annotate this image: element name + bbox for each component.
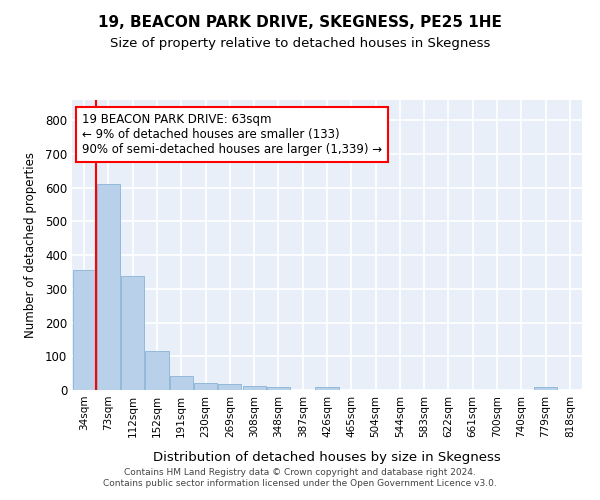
- Text: Size of property relative to detached houses in Skegness: Size of property relative to detached ho…: [110, 38, 490, 51]
- Bar: [267, 388, 290, 390]
- X-axis label: Distribution of detached houses by size in Skegness: Distribution of detached houses by size …: [153, 451, 501, 464]
- Bar: [242, 386, 266, 390]
- Y-axis label: Number of detached properties: Number of detached properties: [23, 152, 37, 338]
- Bar: [121, 276, 144, 390]
- Bar: [97, 184, 120, 390]
- Text: Contains HM Land Registry data © Crown copyright and database right 2024.
Contai: Contains HM Land Registry data © Crown c…: [103, 468, 497, 487]
- Bar: [170, 376, 193, 390]
- Bar: [73, 270, 95, 390]
- Text: 19 BEACON PARK DRIVE: 63sqm
← 9% of detached houses are smaller (133)
90% of sem: 19 BEACON PARK DRIVE: 63sqm ← 9% of deta…: [82, 113, 382, 156]
- Bar: [218, 384, 241, 390]
- Bar: [316, 388, 338, 390]
- Text: 19, BEACON PARK DRIVE, SKEGNESS, PE25 1HE: 19, BEACON PARK DRIVE, SKEGNESS, PE25 1H…: [98, 15, 502, 30]
- Bar: [534, 388, 557, 390]
- Bar: [194, 382, 217, 390]
- Bar: [145, 351, 169, 390]
